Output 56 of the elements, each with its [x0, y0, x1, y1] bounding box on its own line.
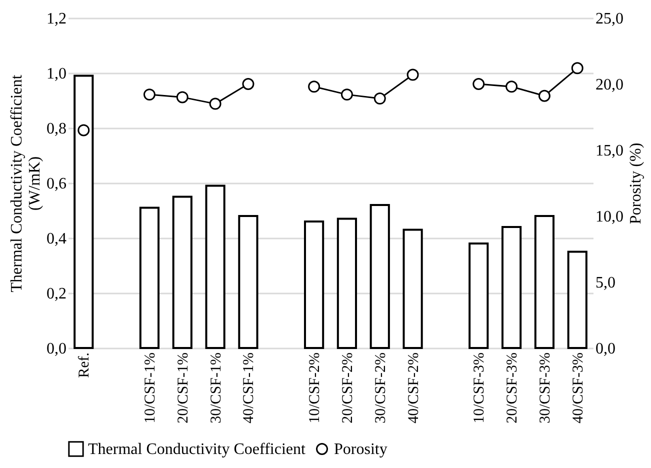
- x-tick-label: 30/CSF-1%: [208, 352, 224, 424]
- y-tick-label: 1,2: [46, 10, 66, 28]
- y-tick-label: 0,8: [46, 120, 66, 138]
- x-tick-label: 10/CSF-2%: [307, 352, 324, 424]
- x-tick-label: 20/CSF-3%: [504, 352, 521, 424]
- point: [340, 88, 353, 101]
- bar: [74, 74, 94, 349]
- y2-tick-label: 0,0: [596, 340, 616, 358]
- x-tick-label: 20/CSF-1%: [175, 352, 192, 424]
- legend-label: Porosity: [334, 441, 388, 458]
- x-tick-label: 40/CSF-3%: [570, 352, 586, 424]
- x-tick-label: 10/CSF-1%: [142, 352, 158, 424]
- x-tick-label: Ref.: [76, 352, 93, 378]
- y2-tick-label: 15,0: [596, 142, 624, 160]
- y2-tick-label: 5,0: [596, 274, 616, 292]
- y-tick-label: 1,0: [46, 66, 66, 82]
- y-tick-label: 0,4: [46, 230, 66, 248]
- point: [242, 78, 254, 90]
- bar: [205, 184, 226, 349]
- y2-tick-label: 20,0: [596, 76, 624, 94]
- bar: [567, 250, 588, 349]
- x-tick-label: 30/CSF-2%: [372, 352, 389, 424]
- point: [209, 98, 222, 110]
- bar: [172, 196, 192, 349]
- point: [538, 90, 550, 102]
- bar: [304, 220, 324, 349]
- point: [176, 91, 188, 104]
- y2-tick-label: 25,0: [596, 10, 624, 28]
- point: [374, 92, 386, 105]
- x-tick-label: 30/CSF-3%: [537, 352, 554, 424]
- bar: [534, 215, 554, 349]
- point: [143, 88, 156, 101]
- legend-label: Thermal Conductivity Coefficient: [88, 441, 306, 458]
- y-tick-label: 0,2: [46, 286, 66, 302]
- point: [406, 68, 419, 81]
- bar: [238, 215, 258, 349]
- bar: [402, 228, 423, 349]
- y2-axis-title: Porosity (%): [628, 142, 644, 224]
- x-tick-label: 40/CSF-2%: [406, 352, 422, 424]
- bar: [501, 226, 522, 349]
- bar: [370, 204, 390, 349]
- point: [78, 124, 90, 136]
- y-tick-label: 0,0: [46, 340, 66, 358]
- point: [571, 62, 584, 74]
- x-tick-label: 10/CSF-3%: [472, 352, 488, 424]
- point: [506, 80, 518, 93]
- y-tick-label: 0,6: [46, 176, 66, 192]
- x-tick-label: 40/CSF-1%: [241, 352, 258, 424]
- bar: [336, 218, 358, 349]
- bar: [139, 206, 160, 349]
- bar: [468, 242, 489, 349]
- y2-tick-label: 10,0: [596, 208, 624, 226]
- y-axis-title: Thermal Conductivity Coefficient (W/mK): [8, 74, 44, 292]
- point: [472, 78, 485, 90]
- point: [308, 80, 320, 93]
- x-tick-label: 20/CSF-2%: [340, 352, 356, 424]
